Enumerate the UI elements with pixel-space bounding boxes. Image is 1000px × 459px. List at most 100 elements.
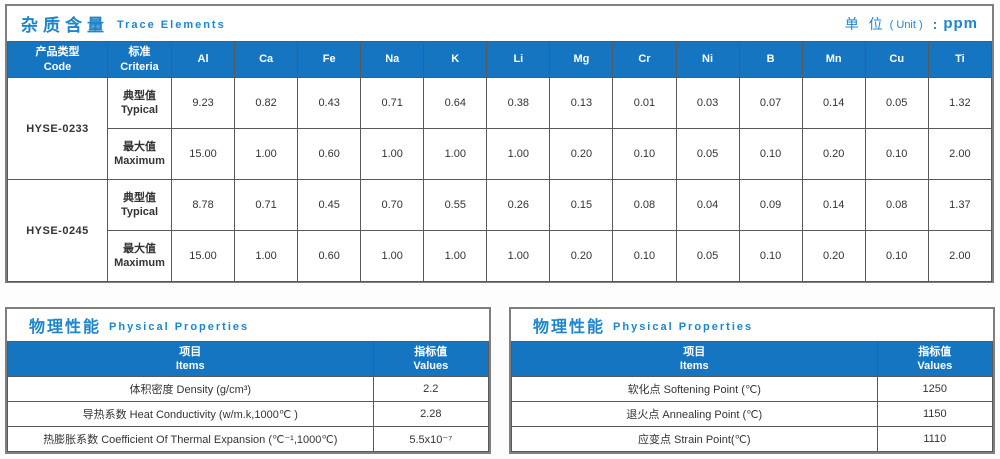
col-header-cr: Cr [612,41,677,78]
trace-elements-title-en: Trace Elements [117,19,226,31]
trace-value: 0.15 [549,179,614,231]
trace-value: 1.00 [486,230,551,282]
trace-value: 0.07 [738,77,803,129]
physical-left-title-bar: 物理性能 Physical Properties [7,309,489,341]
trace-value: 0.04 [675,179,740,231]
col-header-items: 项目 Items [7,341,374,377]
physical-left-title-en: Physical Properties [109,320,250,333]
trace-value: 0.26 [486,179,551,231]
col-header-ca: Ca [234,41,299,78]
table-row: 最大值 Maximum 15.00 1.00 0.60 1.00 1.00 1.0… [8,128,993,180]
criteria-typical: 典型值 Typical [107,179,172,231]
trace-value: 1.00 [423,128,488,180]
table-row: 退火点 Annealing Point (℃) 1150 [511,401,994,427]
unit-label-zh: 单 位 [844,15,886,32]
trace-value: 0.10 [738,230,803,282]
trace-value: 0.14 [801,179,866,231]
col-code-zh: 产品类型 [35,46,80,59]
criteria-typical-zh: 典型值 [123,89,156,102]
criteria-maximum: 最大值 Maximum [107,128,172,180]
property-value: 1150 [876,401,994,427]
property-value: 2.28 [372,401,490,427]
trace-value: 0.10 [738,128,803,180]
col-header-b: B [738,41,803,78]
unit-colon: : [932,15,938,32]
property-item: 退火点 Annealing Point (℃) [511,401,878,427]
physical-left-table: 项目 Items 指标值 Values 体积密度 Density (g/cm³) 2… [7,341,490,452]
physical-left-title-zh: 物理性能 [29,319,102,336]
physical-right-table: 项目 Items 指标值 Values 软化点 Softening Point (℃… [511,341,994,452]
property-item: 体积密度 Density (g/cm³) [7,376,374,402]
criteria-maximum-en: Maximum [114,257,165,269]
table-row: 导热系数 Heat Conductivity (w/m.k,1000℃ ) 2.… [7,401,490,427]
physical-right-header-row: 项目 Items 指标值 Values [511,341,994,377]
trace-value: 0.08 [864,179,929,231]
col-header-code: 产品类型 Code [7,41,108,78]
trace-value: 1.00 [360,230,425,282]
property-item: 软化点 Softening Point (℃) [511,376,878,402]
table-row: 体积密度 Density (g/cm³) 2.2 [7,376,490,402]
col-header-ti: Ti [927,41,993,78]
trace-value: 0.20 [549,128,614,180]
col-values-en: Values [413,360,449,372]
table-row: HYSE-0233 典型值 Typical 9.23 0.82 0.43 0.71… [7,77,993,180]
trace-value: 0.20 [801,128,866,180]
table-row: 热膨胀系数 Coefficient Of Thermal Expansion (… [7,426,490,452]
col-values-zh: 指标值 [414,345,448,358]
trace-value: 1.00 [234,128,299,180]
trace-value: 15.00 [170,230,236,282]
trace-value: 0.10 [864,128,929,180]
trace-value: 0.01 [612,77,677,129]
col-criteria-zh: 标准 [128,46,151,59]
trace-value: 0.38 [486,77,551,129]
col-header-na: Na [360,41,425,78]
trace-value: 0.20 [549,230,614,282]
table-row: 软化点 Softening Point (℃) 1250 [511,376,994,402]
property-item: 导热系数 Heat Conductivity (w/m.k,1000℃ ) [7,401,374,427]
trace-value: 0.10 [864,230,929,282]
col-header-items: 项目 Items [511,341,878,377]
trace-value: 0.60 [297,128,362,180]
physical-properties-left-panel: 物理性能 Physical Properties 项目 Items 指标值 Valu… [5,307,491,454]
col-header-mg: Mg [549,41,614,78]
trace-value: 0.05 [864,77,929,129]
property-item: 热膨胀系数 Coefficient Of Thermal Expansion (… [7,426,374,452]
trace-value: 1.37 [927,179,993,231]
trace-value: 0.08 [612,179,677,231]
trace-value: 0.10 [612,128,677,180]
col-header-values: 指标值 Values [372,341,490,377]
col-items-en: Items [175,360,205,372]
col-header-li: Li [486,41,551,78]
trace-value: 0.71 [234,179,299,231]
property-value: 5.5x10⁻⁷ [372,426,490,452]
criteria-maximum: 最大值 Maximum [107,230,172,282]
property-value: 1250 [876,376,994,402]
col-values-zh: 指标值 [918,345,952,358]
criteria-typical: 典型值 Typical [107,77,172,129]
property-value: 1110 [876,426,994,452]
physical-left-header-row: 项目 Items 指标值 Values [7,341,490,377]
trace-value: 1.00 [486,128,551,180]
trace-value: 0.10 [612,230,677,282]
physical-right-title-bar: 物理性能 Physical Properties [511,309,993,341]
col-header-k: K [423,41,488,78]
criteria-typical-zh: 典型值 [123,191,156,204]
trace-value: 1.00 [423,230,488,282]
trace-value: 0.05 [675,128,740,180]
col-header-values: 指标值 Values [876,341,994,377]
unit-label-en: ( Unit ) [889,18,923,31]
criteria-typical-en: Typical [120,104,159,116]
trace-value: 0.13 [549,77,614,129]
table-row: 应变点 Strain Point(℃) 1110 [511,426,994,452]
product-code: HYSE-0245 [7,179,108,282]
col-items-zh: 项目 [683,345,706,358]
trace-value: 0.09 [738,179,803,231]
col-values-en: Values [917,360,953,372]
physical-right-title-en: Physical Properties [613,320,754,333]
trace-header-row: 产品类型 Code 标准 Criteria Al Ca Fe Na K Li Mg … [7,41,993,78]
col-items-en: Items [679,360,709,372]
product-code: HYSE-0233 [7,77,108,180]
trace-value: 0.03 [675,77,740,129]
unit-group: 单 位 ( Unit ) : ppm [845,14,978,34]
criteria-maximum-zh: 最大值 [123,242,156,255]
